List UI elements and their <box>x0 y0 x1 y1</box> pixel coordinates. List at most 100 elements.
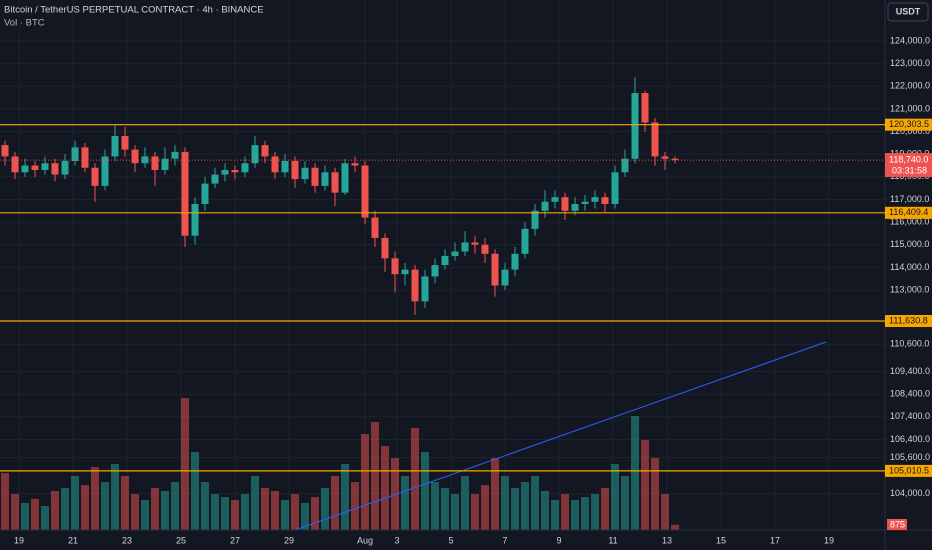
volume-bar <box>611 464 619 530</box>
candle-body <box>521 228 529 254</box>
volume-bar <box>531 476 539 530</box>
volume-bar <box>641 440 649 530</box>
candle-body <box>391 258 399 275</box>
level-label: 120,303.5 <box>889 119 929 129</box>
candle-body <box>291 160 299 180</box>
candle-body <box>121 136 129 150</box>
volume-bar <box>101 482 109 530</box>
volume-title: Vol · BTC <box>4 18 45 29</box>
volume-bar <box>221 497 229 530</box>
chart-title: Bitcoin / TetherUS PERPETUAL CONTRACT · … <box>4 5 264 16</box>
volume-bar <box>451 494 459 530</box>
x-tick-label: 27 <box>230 535 240 545</box>
level-tag <box>885 315 932 328</box>
volume-bar <box>661 494 669 530</box>
candle-body <box>271 156 279 173</box>
volume-pane <box>1 398 679 530</box>
currency-label[interactable]: USDT <box>896 6 921 16</box>
volume-bar <box>201 482 209 530</box>
candle-body <box>491 253 499 286</box>
volume-bar <box>251 476 259 530</box>
candle-body <box>191 203 199 236</box>
last-price-tag <box>885 153 932 178</box>
candle-body <box>421 276 429 302</box>
candle-body <box>171 151 179 159</box>
last-volume-tag <box>887 519 907 530</box>
volume-bar <box>71 476 79 530</box>
volume-bar <box>271 491 279 530</box>
level-label: 111,630.8 <box>889 315 928 325</box>
level-tag <box>885 206 932 219</box>
candle-body <box>581 201 589 204</box>
candle-body <box>261 145 269 157</box>
overlays: 120,303.5 116,409.4 111,630.8 105,010.5 118,… <box>0 118 932 530</box>
candle-body <box>661 156 669 159</box>
volume-bar <box>561 494 569 530</box>
candle-body <box>451 251 459 257</box>
candle-body <box>281 160 289 173</box>
candle-body <box>41 163 49 171</box>
candle-body <box>461 242 469 252</box>
candle-body <box>231 170 239 173</box>
x-tick-label: 13 <box>662 535 672 545</box>
currency-button[interactable] <box>887 2 929 22</box>
volume-bar <box>361 434 369 530</box>
volume-bar <box>141 500 149 530</box>
volume-bar <box>621 476 629 530</box>
volume-bar <box>231 500 239 530</box>
y-tick-label: 123,000.0 <box>890 58 930 68</box>
candle-body <box>301 167 309 180</box>
candle-body <box>411 269 419 302</box>
candle-body <box>31 165 39 171</box>
y-tick-label: 122,000.0 <box>890 81 930 91</box>
candle-body <box>531 210 539 229</box>
volume-bar <box>131 494 139 530</box>
volume-bar <box>41 506 49 530</box>
x-tick-label: 7 <box>502 535 507 545</box>
volume-bar <box>181 398 189 530</box>
x-tick-label: 5 <box>448 535 453 545</box>
x-tick-label: 25 <box>176 535 186 545</box>
candle-body <box>561 197 569 211</box>
volume-bar <box>511 488 519 530</box>
volume-bar <box>651 458 659 530</box>
candle-body <box>211 174 219 184</box>
candle-body <box>111 136 119 157</box>
y-tick-label: 113,000.0 <box>890 284 929 294</box>
volume-bar <box>211 494 219 530</box>
x-tick-label: 19 <box>14 535 24 545</box>
y-tick-label: 115,000.0 <box>890 239 929 249</box>
trend-line <box>294 341 827 531</box>
candle-body <box>601 197 609 204</box>
volume-bar <box>331 476 339 530</box>
candle-body <box>1 145 9 157</box>
volume-bar <box>311 497 319 530</box>
candle-body <box>181 151 189 236</box>
volume-bar <box>21 503 29 530</box>
y-tick-label: 104,000.0 <box>890 488 930 498</box>
candle-body <box>571 203 579 211</box>
y-tick-label: 121,000.0 <box>890 103 930 113</box>
volume-bar <box>261 488 269 530</box>
candle-body <box>551 197 559 202</box>
volume-bar <box>81 485 89 530</box>
y-tick-label: 109,400.0 <box>890 366 930 376</box>
volume-bar <box>521 482 529 530</box>
x-tick-label: 9 <box>556 535 561 545</box>
volume-bar <box>351 482 359 530</box>
x-tick-label: Aug <box>357 535 373 545</box>
candle-body <box>621 158 629 173</box>
volume-bar <box>51 491 59 530</box>
volume-bar <box>161 491 169 530</box>
candle-body <box>251 145 259 164</box>
volume-bar <box>391 458 399 530</box>
volume-bar <box>671 524 679 530</box>
countdown: 03:31:58 <box>892 165 927 175</box>
last-volume-label: 875 <box>890 519 905 529</box>
candle-body <box>71 147 79 161</box>
volume-bar <box>281 500 289 530</box>
candle-body <box>651 122 659 157</box>
volume-bar <box>461 476 469 530</box>
